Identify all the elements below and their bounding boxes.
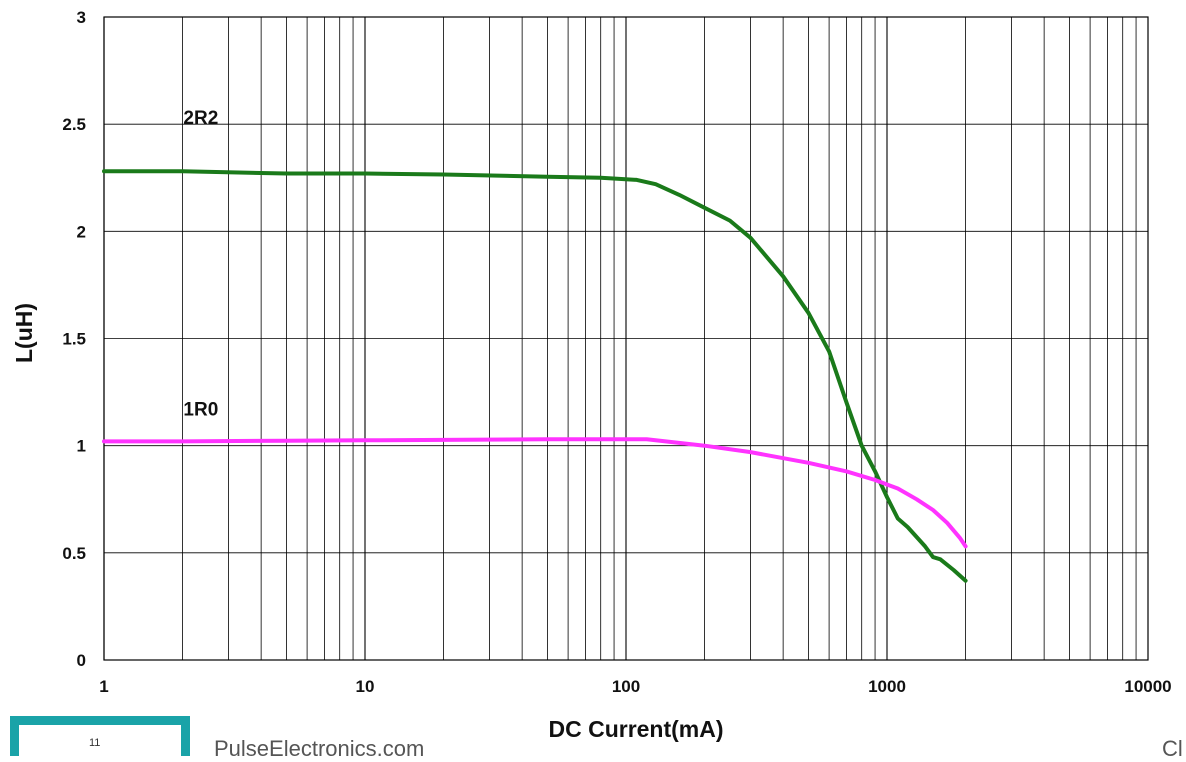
x-tick-label: 1000: [868, 677, 906, 696]
x-tick-label: 10000: [1124, 677, 1171, 696]
series-line-2r2: [102, 169, 968, 583]
x-tick-labels: 1 10 100 1000 10000: [99, 677, 1171, 696]
y-tick-labels: 0 0.5 1 1.5 2 2.5 3: [62, 8, 86, 670]
x-tick-label: 1: [99, 677, 108, 696]
x-tick-label: 100: [612, 677, 640, 696]
page-number: 11: [89, 737, 101, 749]
y-tick-label: 1.5: [62, 330, 86, 349]
plot-frame: [103, 16, 1149, 661]
y-tick-label: 2: [77, 222, 86, 241]
y-tick-label: 2.5: [62, 115, 86, 134]
y-tick-label: 1: [77, 437, 86, 456]
page-number-tab: 11: [10, 716, 190, 756]
x-axis-title: DC Current(mA): [548, 716, 723, 742]
series-layer: 2R2 1R0: [102, 108, 968, 583]
x-tick-label: 10: [356, 677, 375, 696]
series-label-2r2: 2R2: [183, 108, 218, 129]
y-axis-title: L(uH): [11, 303, 37, 363]
series-line-1r0: [102, 437, 968, 549]
y-tick-label: 3: [77, 8, 86, 27]
y-tick-label: 0.5: [62, 544, 86, 563]
footer-right-text: Cl: [1162, 736, 1183, 761]
y-tick-label: 0: [77, 651, 86, 670]
website-link[interactable]: PulseElectronics.com: [214, 736, 425, 761]
series-label-1r0: 1R0: [183, 400, 218, 421]
